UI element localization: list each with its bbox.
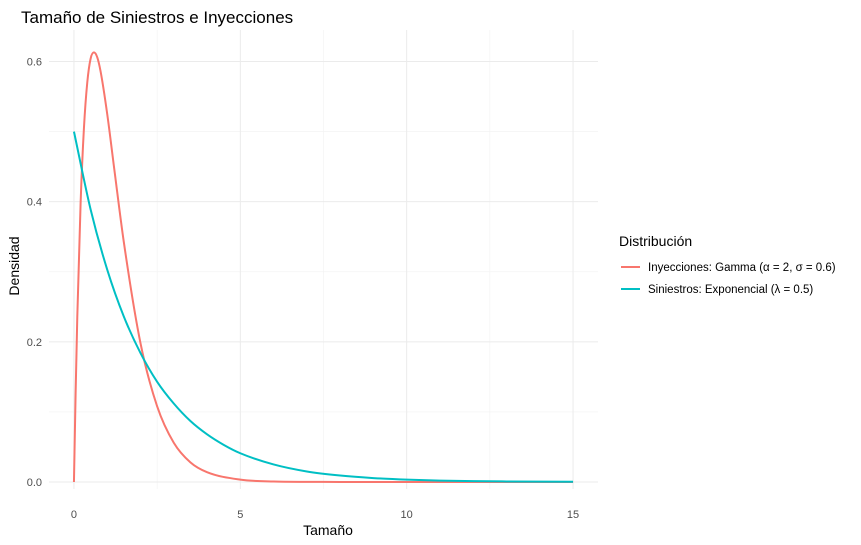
y-axis-ticks: 0.0 0.2 0.4 0.6 [27,57,42,489]
legend-label-gamma: Inyecciones: Gamma (α = 2, σ = 0.6) [648,262,836,274]
y-axis-title: Densidad [6,236,22,295]
legend: Distribución Inyecciones: Gamma (α = 2, … [619,233,836,296]
exponential-series-line [72,131,574,483]
x-axis-title: Tamaño [303,522,353,538]
chart-title: Tamaño de Siniestros e Inyecciones [21,8,293,27]
legend-label-exponential: Siniestros: Exponencial (λ = 0.5) [648,284,813,296]
x-axis-ticks: 0 5 10 15 [71,509,579,521]
plot-grid [49,30,598,489]
y-tick-label: 0.2 [27,337,42,349]
legend-title: Distribución [619,233,692,249]
x-tick-label: 15 [567,509,579,521]
x-tick-label: 0 [71,509,77,521]
gamma-series-line [72,51,574,483]
series-layer [72,51,574,483]
y-tick-label: 0.0 [27,477,42,489]
y-tick-label: 0.4 [27,197,42,209]
y-tick-label: 0.6 [27,57,42,69]
x-tick-label: 5 [237,509,243,521]
x-tick-label: 10 [401,509,413,521]
